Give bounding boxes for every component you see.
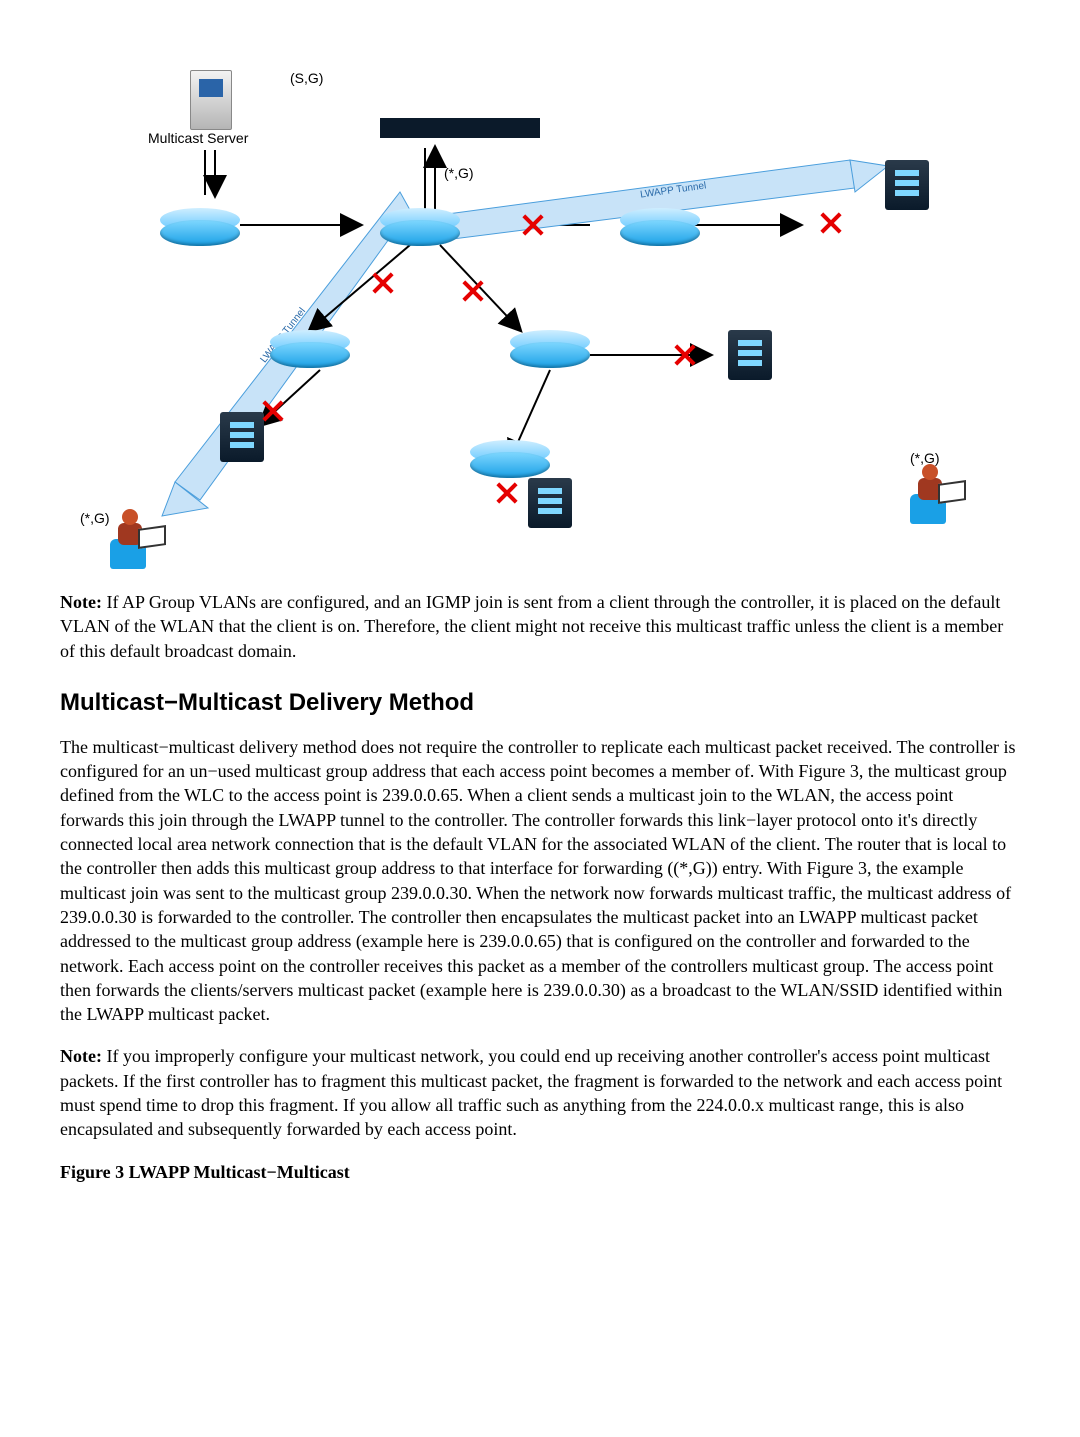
- note-text: If AP Group VLANs are configured, and an…: [60, 592, 1003, 661]
- multicast-server-icon: [190, 70, 232, 130]
- blocked-x-icon: [672, 342, 698, 368]
- network-diagram: (S,G) Multicast Server (*,G) (*,G) (*,G)…: [80, 30, 1000, 570]
- note-paragraph: Note: If AP Group VLANs are configured, …: [60, 590, 1020, 663]
- label-star-g-top: (*,G): [444, 165, 474, 181]
- router-icon: [620, 208, 700, 246]
- router-icon: [510, 330, 590, 368]
- router-icon: [380, 208, 460, 246]
- section-heading: Multicast−Multicast Delivery Method: [60, 689, 1020, 717]
- note-prefix: Note:: [60, 1046, 102, 1066]
- access-point-icon: [220, 412, 264, 462]
- router-icon: [270, 330, 350, 368]
- note-paragraph: Note: If you improperly configure your m…: [60, 1044, 1020, 1141]
- body-paragraph: The multicast−multicast delivery method …: [60, 735, 1020, 1027]
- blocked-x-icon: [460, 278, 486, 304]
- figure-caption: Figure 3 LWAPP Multicast−Multicast: [60, 1160, 1020, 1184]
- blocked-x-icon: [494, 480, 520, 506]
- blocked-x-icon: [818, 210, 844, 236]
- label-multicast-server: Multicast Server: [148, 130, 248, 146]
- wireless-client-icon: [100, 505, 160, 569]
- access-point-icon: [728, 330, 772, 380]
- blocked-x-icon: [370, 270, 396, 296]
- router-icon: [470, 440, 550, 478]
- router-icon: [160, 208, 240, 246]
- blocked-x-icon: [260, 398, 286, 424]
- blocked-x-icon: [520, 212, 546, 238]
- wireless-client-icon: [900, 460, 960, 524]
- note-text: If you improperly configure your multica…: [60, 1046, 1002, 1139]
- access-point-icon: [528, 478, 572, 528]
- label-sg: (S,G): [290, 70, 323, 86]
- note-prefix: Note:: [60, 592, 102, 612]
- access-point-icon: [885, 160, 929, 210]
